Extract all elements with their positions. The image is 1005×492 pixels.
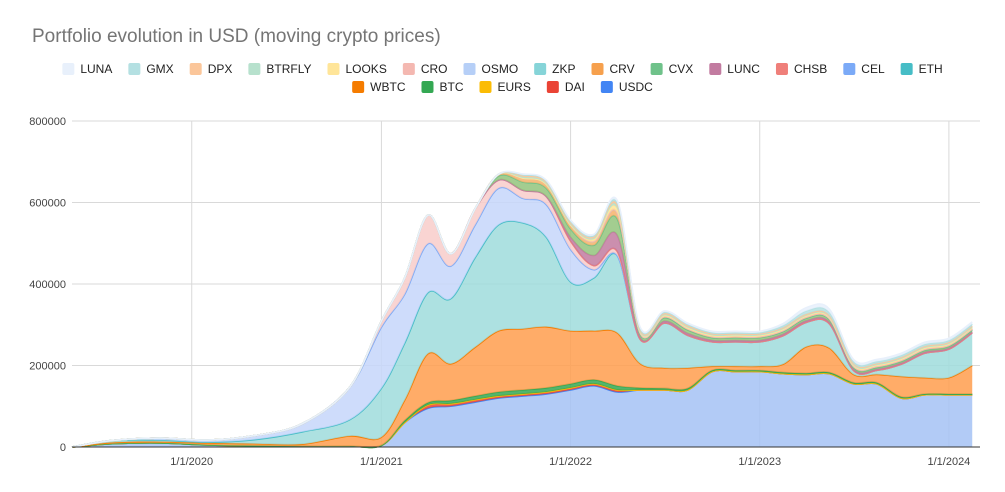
legend-label: BTRFLY (266, 62, 311, 76)
legend-label: BTC (439, 80, 463, 94)
legend-item-eth: ETH (900, 62, 943, 76)
x-tick-label: 1/1/2023 (738, 456, 781, 468)
legend-item-usdc: USDC (600, 80, 653, 94)
tick-labels: 0 200000 400000 600000 800000 1/1/2020 1/1/202… (29, 116, 970, 468)
y-tick-label: 200000 (29, 361, 66, 373)
legend: LUNA GMX DPX BTRFLY LOOKS CRO OSMO ZKP CRV CVX LUN… (62, 62, 943, 94)
y-tick-label: 0 (60, 442, 66, 454)
legend-label: CHSB (794, 62, 827, 76)
legend-swatch (600, 81, 613, 93)
legend-swatch (189, 63, 202, 75)
legend-item-zkp: ZKP (534, 62, 576, 76)
legend-label: LUNA (80, 62, 112, 76)
legend-swatch (248, 63, 261, 75)
legend-item-cvx: CVX (650, 62, 694, 76)
legend-swatch (775, 63, 788, 75)
legend-swatch (843, 63, 856, 75)
chart-title: Portfolio evolution in USD (moving crypt… (32, 26, 441, 47)
legend-swatch (479, 81, 492, 93)
legend-item-gmx: GMX (128, 62, 174, 76)
area-series (71, 170, 973, 449)
legend-swatch (327, 63, 340, 75)
area-eth (72, 220, 973, 447)
legend-label: CVX (669, 62, 694, 76)
legend-label: DPX (208, 62, 233, 76)
legend-swatch (900, 63, 913, 75)
x-tick-label: 1/1/2021 (360, 456, 403, 468)
legend-swatch (534, 63, 547, 75)
area-usdc (72, 370, 973, 448)
legend-label: CRO (421, 62, 448, 76)
legend-item-luna: LUNA (62, 62, 112, 76)
legend-swatch (546, 81, 559, 93)
legend-label: CEL (861, 62, 885, 76)
legend-item-cel: CEL (843, 62, 885, 76)
legend-item-crv: CRV (591, 62, 635, 76)
legend-item-cro: CRO (402, 62, 448, 76)
legend-swatch (402, 63, 415, 75)
legend-swatch (421, 81, 434, 93)
legend-label: WBTC (370, 80, 406, 94)
y-tick-label: 800000 (29, 116, 66, 128)
legend-item-lunc: LUNC (709, 62, 760, 76)
line-luna (71, 170, 973, 448)
y-tick-label: 400000 (29, 279, 66, 291)
x-tick-label: 1/1/2020 (170, 456, 213, 468)
legend-item-osmo: OSMO (463, 62, 518, 76)
legend-label: DAI (565, 80, 585, 94)
legend-label: EURS (497, 80, 530, 94)
legend-label: USDC (619, 80, 653, 94)
legend-item-wbtc: WBTC (352, 80, 406, 94)
legend-item-dai: DAI (546, 80, 585, 94)
y-tick-label: 600000 (29, 198, 66, 210)
legend-label: ETH (919, 62, 943, 76)
legend-item-btc: BTC (421, 80, 464, 94)
legend-swatch (128, 63, 141, 75)
x-tick-label: 1/1/2022 (549, 456, 592, 468)
legend-item-chsb: CHSB (775, 62, 827, 76)
legend-item-looks: LOOKS (327, 62, 387, 76)
legend-item-eurs: EURS (479, 80, 531, 94)
legend-item-btrfly: BTRFLY (248, 62, 311, 76)
legend-label: ZKP (552, 62, 575, 76)
legend-item-dpx: DPX (189, 62, 233, 76)
legend-swatch (352, 81, 365, 93)
legend-label: GMX (146, 62, 173, 76)
legend-label: OSMO (481, 62, 518, 76)
legend-label: CRV (610, 62, 635, 76)
legend-label: LUNC (727, 62, 760, 76)
legend-label: LOOKS (345, 62, 386, 76)
x-tick-label: 1/1/2024 (927, 456, 970, 468)
legend-swatch (62, 63, 75, 75)
legend-swatch (709, 63, 722, 75)
legend-swatch (650, 63, 663, 75)
legend-swatch (591, 63, 604, 75)
legend-swatch (463, 63, 476, 75)
area-wbtc (72, 326, 973, 448)
